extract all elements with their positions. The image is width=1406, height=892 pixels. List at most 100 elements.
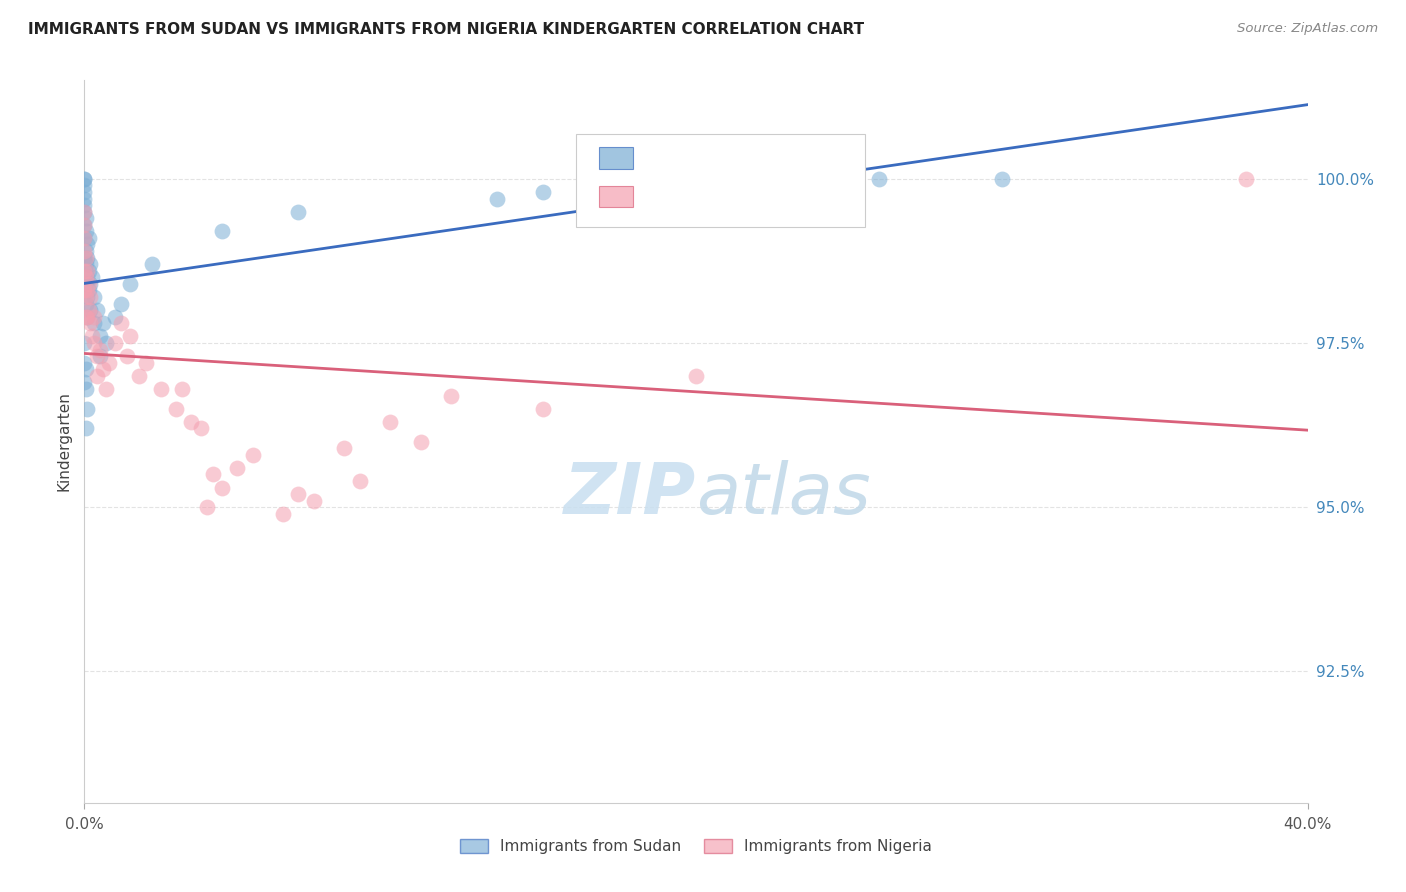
Point [83, 290, 105, 304]
Point [226, 460, 249, 475]
Point [869, 171, 891, 186]
Point [120, 329, 142, 343]
Point [271, 507, 294, 521]
Point [190, 421, 212, 435]
Point [73, 218, 96, 232]
Point [349, 474, 371, 488]
Point [149, 382, 172, 396]
Point [91, 316, 114, 330]
Point [75, 421, 97, 435]
Point [97, 356, 120, 370]
Point [211, 224, 233, 238]
Point [80, 270, 103, 285]
Y-axis label: Kindergarten: Kindergarten [56, 392, 72, 491]
Point [747, 171, 769, 186]
Point [94, 336, 117, 351]
Point [73, 192, 96, 206]
Point [75, 257, 97, 271]
Point [77, 284, 100, 298]
Point [201, 467, 224, 482]
Point [531, 185, 554, 199]
Point [73, 171, 96, 186]
Point [141, 257, 163, 271]
Point [77, 277, 100, 291]
Point [165, 401, 187, 416]
Point [75, 296, 97, 310]
Point [287, 204, 309, 219]
Point [180, 415, 202, 429]
Point [333, 441, 356, 455]
Point [380, 415, 402, 429]
Point [302, 493, 325, 508]
Point [75, 270, 97, 285]
Point [73, 185, 96, 199]
Point [73, 251, 96, 265]
Point [73, 270, 96, 285]
Point [75, 362, 97, 376]
Point [287, 487, 309, 501]
Point [685, 368, 707, 383]
Text: IMMIGRANTS FROM SUDAN VS IMMIGRANTS FROM NIGERIA KINDERGARTEN CORRELATION CHART: IMMIGRANTS FROM SUDAN VS IMMIGRANTS FROM… [28, 22, 865, 37]
Point [76, 264, 98, 278]
Point [76, 284, 98, 298]
Point [83, 316, 105, 330]
Point [807, 178, 830, 193]
Point [79, 316, 101, 330]
Point [77, 231, 100, 245]
Point [76, 401, 98, 416]
Point [79, 303, 101, 318]
Text: R =  0.339   N = 56: R = 0.339 N = 56 [643, 149, 834, 167]
Point [115, 349, 138, 363]
Point [83, 310, 105, 324]
Point [77, 264, 100, 278]
Point [73, 376, 96, 390]
Point [135, 356, 157, 370]
Point [73, 218, 96, 232]
Point [211, 481, 233, 495]
Point [75, 211, 97, 226]
Point [79, 257, 101, 271]
Point [76, 270, 98, 285]
Point [91, 362, 114, 376]
Point [73, 336, 96, 351]
Point [86, 303, 108, 318]
Point [128, 368, 150, 383]
Point [73, 231, 96, 245]
Point [195, 500, 218, 515]
Point [75, 224, 97, 238]
Point [76, 237, 98, 252]
Point [73, 284, 96, 298]
Text: Source: ZipAtlas.com: Source: ZipAtlas.com [1237, 22, 1378, 36]
Point [73, 178, 96, 193]
Point [242, 448, 264, 462]
Point [75, 290, 97, 304]
Point [172, 382, 194, 396]
Point [80, 329, 103, 343]
Point [89, 329, 111, 343]
Text: atlas: atlas [696, 459, 870, 529]
Point [75, 251, 97, 265]
Point [486, 192, 509, 206]
Point [73, 264, 96, 278]
Point [110, 316, 132, 330]
Point [73, 204, 96, 219]
Point [75, 277, 97, 291]
Point [110, 296, 132, 310]
Point [991, 171, 1014, 186]
Point [73, 231, 96, 245]
Point [440, 388, 463, 402]
Point [94, 382, 117, 396]
Point [76, 310, 98, 324]
Point [83, 336, 105, 351]
Point [531, 401, 554, 416]
Point [89, 343, 111, 357]
Point [79, 277, 101, 291]
Point [86, 368, 108, 383]
Point [73, 204, 96, 219]
Text: R =  0.406   N = 54: R = 0.406 N = 54 [643, 187, 834, 205]
Point [79, 290, 101, 304]
Point [75, 382, 97, 396]
Point [76, 310, 98, 324]
Point [73, 356, 96, 370]
Point [409, 434, 432, 449]
